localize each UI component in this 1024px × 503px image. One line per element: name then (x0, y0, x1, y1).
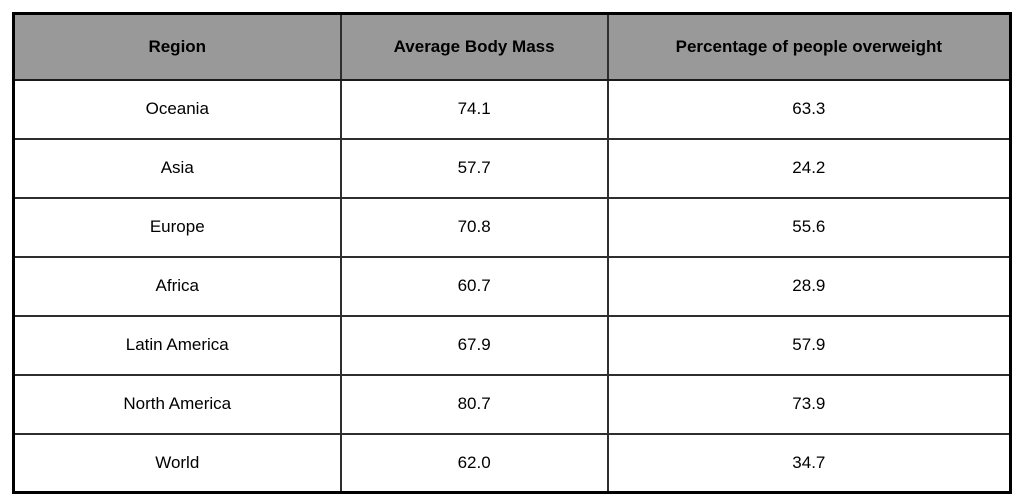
table-row: Asia 57.7 24.2 (12, 137, 1012, 199)
region-cell: North America (12, 373, 342, 435)
region-cell: Africa (12, 255, 342, 317)
table-row: Latin America 67.9 57.9 (12, 314, 1012, 376)
overweight-data-table: Region Average Body Mass Percentage of p… (12, 12, 1012, 494)
overweight-pct-cell: 28.9 (606, 255, 1012, 317)
region-body-mass-table: Region Average Body Mass Percentage of p… (12, 12, 1012, 494)
table-row: Oceania 74.1 63.3 (12, 78, 1012, 140)
body-mass-cell: 62.0 (339, 432, 609, 494)
header-row: Region Average Body Mass Percentage of p… (12, 12, 1012, 81)
column-header-region: Region (12, 12, 342, 81)
table-header: Region Average Body Mass Percentage of p… (12, 12, 1012, 81)
overweight-pct-cell: 24.2 (606, 137, 1012, 199)
body-mass-cell: 80.7 (339, 373, 609, 435)
body-mass-cell: 57.7 (339, 137, 609, 199)
column-header-overweight-pct: Percentage of people overweight (606, 12, 1012, 81)
table-row: World 62.0 34.7 (12, 432, 1012, 494)
overweight-pct-cell: 57.9 (606, 314, 1012, 376)
body-mass-cell: 70.8 (339, 196, 609, 258)
overweight-pct-cell: 34.7 (606, 432, 1012, 494)
region-cell: Asia (12, 137, 342, 199)
overweight-pct-cell: 73.9 (606, 373, 1012, 435)
body-mass-cell: 74.1 (339, 78, 609, 140)
table-row: North America 80.7 73.9 (12, 373, 1012, 435)
overweight-pct-cell: 63.3 (606, 78, 1012, 140)
overweight-pct-cell: 55.6 (606, 196, 1012, 258)
table-row: Africa 60.7 28.9 (12, 255, 1012, 317)
region-cell: Latin America (12, 314, 342, 376)
table-body: Oceania 74.1 63.3 Asia 57.7 24.2 Europe … (12, 78, 1012, 494)
region-cell: World (12, 432, 342, 494)
body-mass-cell: 60.7 (339, 255, 609, 317)
body-mass-cell: 67.9 (339, 314, 609, 376)
column-header-body-mass: Average Body Mass (339, 12, 609, 81)
region-cell: Europe (12, 196, 342, 258)
table-row: Europe 70.8 55.6 (12, 196, 1012, 258)
region-cell: Oceania (12, 78, 342, 140)
